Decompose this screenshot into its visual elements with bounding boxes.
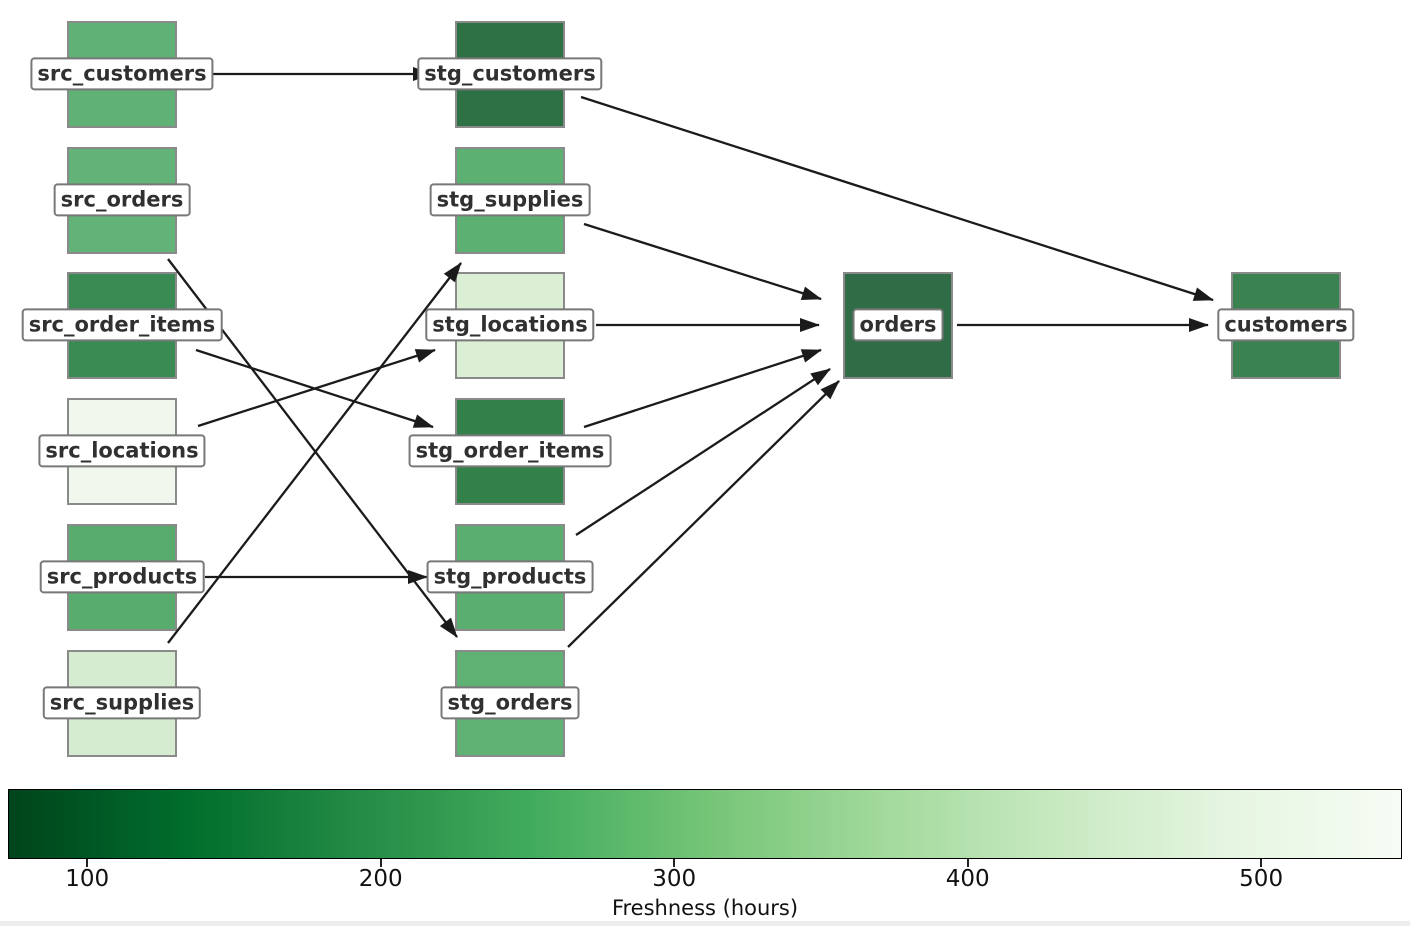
node-label-src_locations: src_locations [38, 434, 206, 468]
colorbar-tick-400 [966, 859, 969, 867]
node-label-src_supplies: src_supplies [42, 686, 202, 720]
figure-bottom-edge [0, 921, 1410, 926]
colorbar-axis-label: Freshness (hours) [611, 896, 799, 920]
edge-src_locations-to-stg_locations [197, 348, 436, 428]
node-label-stg_products: stg_products [426, 560, 594, 594]
node-label-src_orders: src_orders [53, 183, 191, 217]
node-label-orders: orders [852, 308, 944, 342]
node-label-customers: customers [1217, 308, 1355, 342]
colorbar-tick-500 [1260, 859, 1263, 867]
colorbar-gradient [8, 789, 1402, 859]
colorbar-tick-label-400: 400 [945, 866, 990, 892]
edge-stg_products-to-orders [575, 368, 831, 536]
colorbar-tick-label-500: 500 [1239, 866, 1284, 892]
node-label-stg_supplies: stg_supplies [429, 183, 591, 217]
node-label-src_customers: src_customers [30, 57, 214, 91]
edge-stg_orders-to-orders [567, 380, 840, 648]
edge-stg_order_items-to-orders [583, 348, 822, 429]
colorbar-tick-label-200: 200 [358, 866, 403, 892]
colorbar-tick-100 [86, 859, 89, 867]
colorbar-tick-label-100: 100 [65, 866, 110, 892]
edge-stg_customers-to-customers [580, 95, 1214, 302]
colorbar-tick-label-300: 300 [652, 866, 697, 892]
edge-stg_supplies-to-orders [583, 222, 822, 301]
node-label-stg_locations: stg_locations [425, 308, 595, 342]
edge-src_supplies-to-stg_supplies [167, 262, 462, 644]
node-label-stg_orders: stg_orders [440, 686, 580, 720]
node-label-src_products: src_products [39, 560, 205, 594]
colorbar-tick-200 [379, 859, 382, 867]
node-label-src_order_items: src_order_items [21, 308, 223, 342]
node-label-stg_customers: stg_customers [417, 57, 603, 91]
colorbar-tick-300 [673, 859, 676, 867]
node-label-stg_order_items: stg_order_items [408, 434, 612, 468]
